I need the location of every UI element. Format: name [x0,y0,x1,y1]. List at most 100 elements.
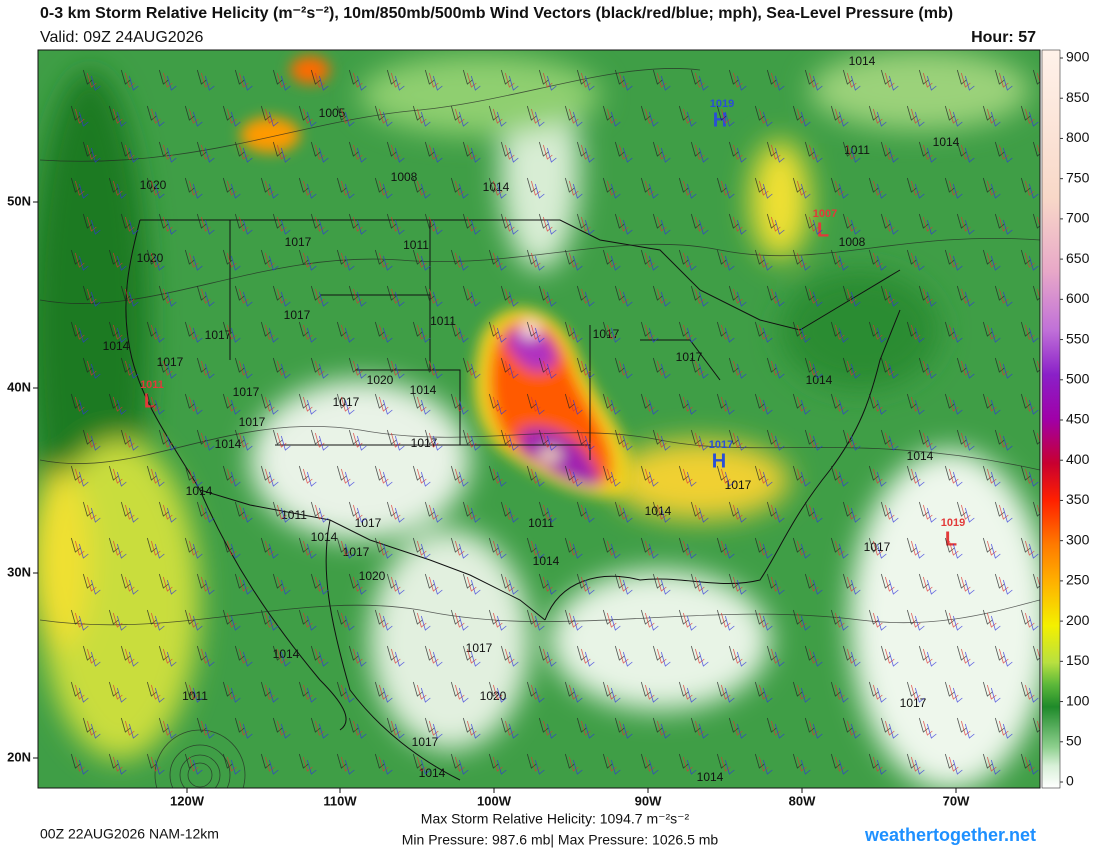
wind-barb [956,645,967,661]
wind-barb [158,69,169,85]
wind-barb [690,213,701,229]
wind-barb [466,72,477,88]
wind-barb [754,105,765,121]
wind-barb [492,684,503,700]
wind-barb [986,396,997,412]
wind-barb [656,360,667,376]
wind-barb [432,75,443,91]
center-pressure: 1019 [710,98,734,110]
wind-barb [774,579,785,595]
wind-barb [846,432,857,448]
wind-barb [682,108,693,124]
wind-barb [998,72,1009,88]
wind-barb [716,465,727,481]
wind-barb [546,147,557,163]
wind-barb [234,357,245,373]
wind-barb [488,681,499,697]
wind-barb [336,321,347,337]
wind-barb [386,285,397,301]
wind-barb [302,612,313,628]
wind-barb [128,219,139,235]
wind-barb [762,327,773,343]
wind-barb [150,756,161,772]
wind-barb [200,432,211,448]
wind-barb [884,720,895,736]
wind-barb [348,141,359,157]
wind-barb [432,147,443,163]
wind-barb [652,213,663,229]
wind-barb [716,753,727,769]
wind-barb [678,249,689,265]
wind-barb [580,144,591,160]
wind-barb [990,255,1001,271]
wind-barb [74,108,85,124]
wind-barb [382,183,393,199]
wind-barb [116,111,127,127]
wind-barb [914,183,925,199]
wind-barb [230,255,241,271]
wind-barb [310,141,321,157]
wind-barb [298,177,309,193]
wind-barb [716,681,727,697]
wind-barb [124,144,135,160]
wind-barb [610,615,621,631]
wind-barb [222,537,233,553]
wind-barb [242,435,253,451]
wind-barb [74,612,85,628]
wind-barb [534,183,545,199]
wind-barb [82,573,93,589]
wind-barb [580,360,591,376]
wind-barb [124,720,135,736]
wind-barb [952,327,963,343]
wind-barb [500,69,511,85]
wind-barb [280,507,291,523]
wind-barb [720,108,731,124]
wind-barb [872,108,883,124]
wind-barb [90,507,101,523]
wind-barb [1002,147,1013,163]
wind-barb [678,465,689,481]
wind-barb [280,75,291,91]
wind-barb [264,324,275,340]
wind-barb [542,576,553,592]
wind-barb [462,717,473,733]
wind-barb [116,255,127,271]
wind-barb [162,72,173,88]
wind-barb [382,687,393,703]
wind-barb [644,468,655,484]
wind-barb [606,468,617,484]
wind-barb [538,573,549,589]
wind-barb [412,537,423,553]
wind-barb [238,720,249,736]
wind-barb [986,108,997,124]
wind-barb [120,69,131,85]
wind-barb [264,684,275,700]
wind-barb [546,651,557,667]
wind-barb [1036,72,1040,84]
wind-barb [424,429,435,445]
isobar-label: 1017 [233,385,260,399]
wind-barb [496,471,507,487]
wind-barb [792,465,803,481]
wind-barb [416,180,427,196]
wind-barb [982,249,993,265]
wind-barb [116,399,127,415]
wind-barb [546,723,557,739]
wind-barb [572,111,583,127]
wind-barb [378,684,389,700]
wind-barb [564,465,575,481]
wind-barb [184,465,195,481]
wind-barb [1036,288,1040,300]
wind-barb [336,609,347,625]
wind-barb [640,321,651,337]
wind-barb [120,357,131,373]
wind-barb [150,396,161,412]
wind-barb [230,687,241,703]
wind-barb [150,684,161,700]
wind-barb [998,576,1009,592]
wind-barb [850,651,861,667]
wind-barb [606,756,617,772]
wind-barb [146,465,157,481]
wind-barb [846,720,857,736]
wind-barb [348,213,359,229]
